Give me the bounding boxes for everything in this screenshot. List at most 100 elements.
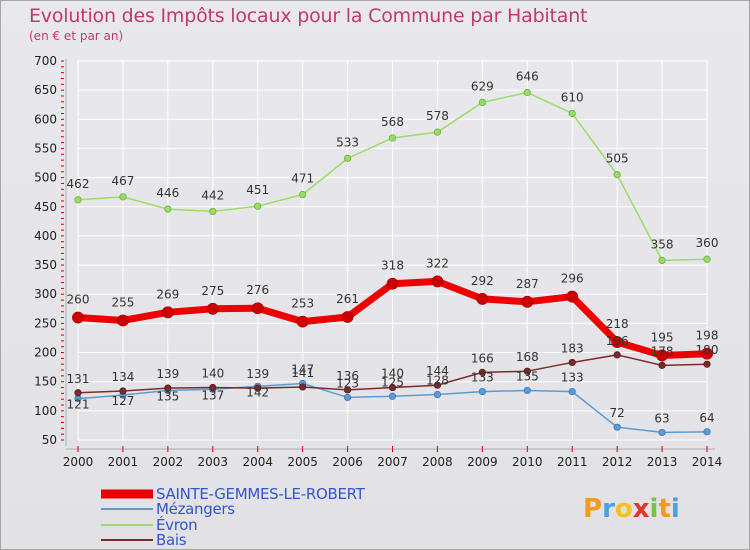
data-label-sainte: 322 bbox=[426, 256, 449, 270]
data-point-evron bbox=[299, 190, 307, 199]
data-point-evron bbox=[209, 207, 217, 216]
x-tick-label: 2011 bbox=[557, 455, 588, 469]
x-tick-label: 2009 bbox=[467, 455, 498, 469]
data-label-mezangers: 64 bbox=[699, 411, 714, 425]
data-label-mezangers: 133 bbox=[561, 371, 584, 385]
data-label-bais: 196 bbox=[606, 334, 629, 348]
data-point-mezangers bbox=[388, 392, 397, 400]
data-point-evron bbox=[523, 88, 531, 97]
data-label-evron: 505 bbox=[606, 152, 629, 166]
data-label-evron: 446 bbox=[156, 186, 179, 200]
data-point-evron bbox=[568, 109, 576, 118]
data-point-bais bbox=[209, 383, 217, 392]
data-point-sainte bbox=[206, 302, 219, 315]
logo-letter: i bbox=[671, 494, 680, 524]
data-point-mezangers bbox=[613, 423, 621, 431]
data-label-mezangers: 121 bbox=[67, 398, 90, 412]
data-label-evron: 471 bbox=[291, 172, 314, 186]
data-label-bais: 139 bbox=[156, 367, 179, 381]
logo-letter: r bbox=[602, 494, 615, 524]
data-label-mezangers: 125 bbox=[381, 375, 404, 389]
data-label-evron: 578 bbox=[426, 109, 449, 123]
data-point-mezangers bbox=[523, 386, 531, 395]
data-label-evron: 462 bbox=[67, 177, 90, 191]
data-label-evron: 629 bbox=[471, 79, 494, 93]
data-label-mezangers: 137 bbox=[201, 388, 224, 402]
y-tick-label: 600 bbox=[34, 112, 57, 126]
data-label-bais: 141 bbox=[291, 366, 314, 380]
legend-label-sainte: SAINTE-GEMMES-LE-ROBERT bbox=[156, 485, 366, 503]
data-point-evron bbox=[388, 134, 397, 142]
x-tick-label: 2006 bbox=[332, 455, 363, 469]
x-tick-label: 2003 bbox=[198, 455, 229, 469]
x-tick-label: 2004 bbox=[242, 455, 273, 469]
y-tick-label: 400 bbox=[34, 229, 57, 243]
data-label-sainte: 195 bbox=[651, 330, 674, 344]
data-label-evron: 533 bbox=[336, 135, 359, 149]
y-tick-label: 50 bbox=[42, 433, 57, 447]
data-point-sainte bbox=[386, 277, 399, 290]
data-label-sainte: 287 bbox=[516, 277, 539, 291]
data-point-mezangers bbox=[658, 428, 666, 437]
data-label-evron: 360 bbox=[696, 236, 719, 250]
data-point-sainte bbox=[701, 347, 713, 360]
data-label-bais: 140 bbox=[201, 367, 224, 381]
data-point-mezangers bbox=[478, 388, 486, 396]
data-point-bais bbox=[613, 351, 621, 359]
y-tick-label: 250 bbox=[34, 316, 57, 330]
data-label-mezangers: 142 bbox=[246, 385, 269, 399]
data-point-sainte bbox=[431, 275, 444, 288]
y-tick-label: 150 bbox=[34, 375, 57, 389]
x-tick-label: 2007 bbox=[377, 455, 408, 469]
logo-letter: i bbox=[650, 494, 659, 524]
data-label-mezangers: 72 bbox=[610, 406, 625, 420]
data-point-sainte bbox=[521, 295, 534, 308]
x-tick-label: 2001 bbox=[108, 455, 139, 469]
data-point-bais bbox=[299, 383, 307, 391]
x-tick-label: 2002 bbox=[153, 455, 184, 469]
data-point-bais bbox=[254, 384, 262, 392]
data-point-evron bbox=[74, 196, 82, 204]
y-tick-label: 200 bbox=[34, 346, 57, 360]
data-label-bais: 140 bbox=[381, 367, 404, 381]
x-tick-label: 2013 bbox=[647, 455, 678, 469]
data-point-mezangers bbox=[343, 393, 352, 402]
data-point-sainte bbox=[476, 292, 489, 305]
data-label-mezangers: 135 bbox=[516, 369, 539, 383]
data-label-sainte: 269 bbox=[156, 287, 179, 301]
data-label-mezangers: 127 bbox=[111, 394, 134, 408]
data-point-bais bbox=[343, 386, 352, 394]
data-point-evron bbox=[478, 98, 486, 106]
chart-subtitle: (en € et par an) bbox=[29, 29, 124, 43]
data-point-sainte bbox=[566, 290, 579, 303]
data-point-bais bbox=[523, 367, 531, 375]
x-tick-label: 2010 bbox=[512, 455, 543, 469]
data-point-evron bbox=[119, 193, 127, 201]
data-label-evron: 358 bbox=[651, 237, 674, 251]
legend-label-bais: Bais bbox=[156, 531, 187, 549]
data-label-evron: 610 bbox=[561, 90, 584, 104]
data-point-bais bbox=[433, 381, 442, 389]
y-tick-label: 100 bbox=[34, 404, 57, 418]
data-point-bais bbox=[568, 358, 576, 367]
data-label-mezangers: 128 bbox=[426, 374, 449, 388]
data-label-sainte: 261 bbox=[336, 292, 359, 306]
data-label-mezangers: 135 bbox=[156, 389, 179, 403]
data-label-bais: 131 bbox=[67, 372, 90, 386]
data-point-sainte bbox=[296, 315, 309, 328]
data-label-sainte: 255 bbox=[111, 295, 134, 309]
data-label-evron: 646 bbox=[516, 69, 539, 83]
data-point-sainte bbox=[656, 349, 668, 362]
data-label-evron: 467 bbox=[111, 174, 134, 188]
data-point-bais bbox=[119, 387, 127, 395]
y-tick-label: 500 bbox=[34, 171, 57, 185]
data-point-mezangers bbox=[703, 428, 711, 436]
logo-letter: P bbox=[583, 494, 602, 524]
data-point-evron bbox=[254, 202, 262, 210]
data-label-bais: 183 bbox=[561, 341, 584, 355]
data-label-mezangers: 133 bbox=[471, 371, 494, 385]
data-label-mezangers: 123 bbox=[336, 376, 359, 390]
data-point-sainte bbox=[251, 302, 264, 315]
